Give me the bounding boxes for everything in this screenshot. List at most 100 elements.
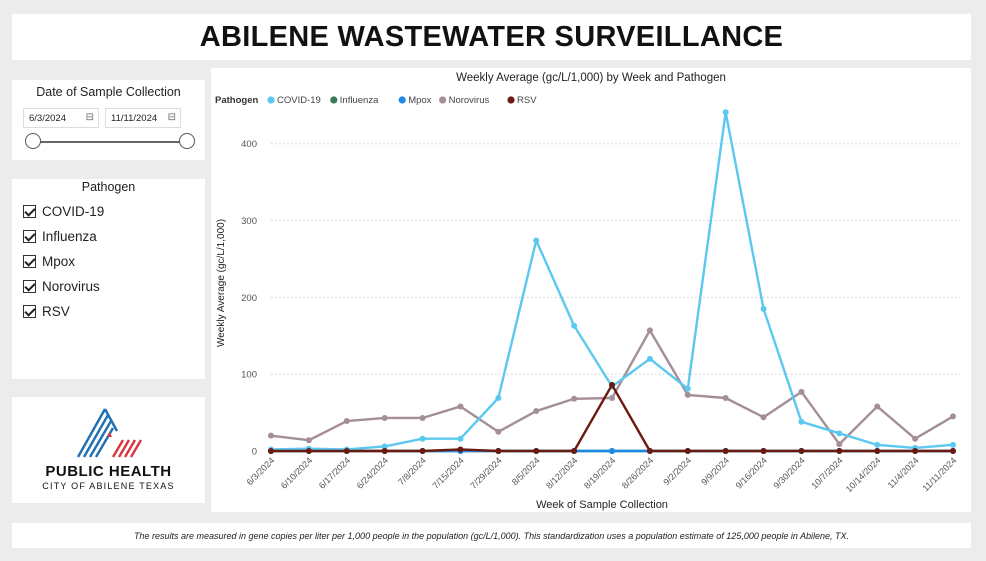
x-tick-label: 11/11/2024: [920, 455, 958, 493]
data-point[interactable]: [419, 414, 426, 421]
date-range-start-handle[interactable]: [25, 133, 41, 149]
data-point[interactable]: [571, 395, 578, 402]
data-point[interactable]: [722, 394, 729, 401]
data-point[interactable]: [950, 413, 956, 420]
date-range-end-handle[interactable]: [179, 133, 195, 149]
legend-entry[interactable]: Norovirus: [449, 95, 490, 106]
data-point[interactable]: [268, 432, 274, 439]
chart-legend: Pathogen COVID-19 Influenza Mpox Norovirus RS…: [215, 95, 537, 106]
x-tick-label: 9/9/2024: [699, 455, 731, 487]
data-point[interactable]: [419, 448, 426, 454]
data-point[interactable]: [533, 408, 540, 415]
data-point[interactable]: [684, 385, 691, 392]
data-point[interactable]: [609, 381, 615, 388]
data-point[interactable]: [836, 430, 843, 437]
data-point[interactable]: [760, 414, 767, 421]
pathogen-option-label: Norovirus: [42, 278, 100, 294]
data-point[interactable]: [343, 418, 350, 425]
x-tick-label: 6/17/2024: [317, 455, 352, 490]
data-point[interactable]: [912, 435, 919, 442]
data-point[interactable]: [381, 443, 388, 450]
pathogen-option-label: Mpox: [42, 253, 76, 269]
data-point[interactable]: [305, 437, 312, 444]
legend-swatch: [330, 96, 338, 104]
calendar-icon[interactable]: ⊟: [167, 112, 176, 123]
data-point[interactable]: [684, 448, 691, 454]
x-tick-label: 9/2/2024: [661, 455, 693, 487]
data-point[interactable]: [684, 391, 691, 398]
checkbox-checked-icon[interactable]: [23, 254, 36, 268]
x-tick-label: 8/26/2024: [620, 455, 655, 490]
legend-title: Pathogen: [215, 95, 258, 106]
data-point[interactable]: [533, 237, 540, 244]
data-point[interactable]: [381, 448, 388, 454]
data-point[interactable]: [874, 403, 881, 410]
data-point[interactable]: [609, 394, 615, 401]
x-tick-label: 6/24/2024: [355, 455, 390, 490]
data-point[interactable]: [760, 448, 767, 454]
legend-entry[interactable]: Influenza: [340, 95, 379, 106]
data-point[interactable]: [874, 448, 881, 454]
date-range-slider-track[interactable]: [38, 141, 188, 143]
data-point[interactable]: [305, 448, 312, 454]
pathogen-option-influenza[interactable]: Influenza: [23, 227, 97, 245]
data-point[interactable]: [343, 448, 350, 454]
data-point[interactable]: [798, 448, 805, 454]
x-tick-label: 6/3/2024: [245, 455, 277, 487]
data-point[interactable]: [646, 327, 653, 334]
data-point[interactable]: [571, 448, 578, 454]
data-point[interactable]: [912, 448, 919, 454]
checkbox-checked-icon[interactable]: [23, 229, 36, 243]
data-point[interactable]: [495, 448, 502, 454]
data-point[interactable]: [722, 109, 729, 116]
legend-entry[interactable]: Mpox: [408, 95, 431, 106]
data-point[interactable]: [646, 448, 653, 454]
data-point[interactable]: [457, 446, 464, 453]
data-point[interactable]: [722, 448, 729, 454]
logo-text-secondary: CITY OF ABILENE TEXAS: [42, 481, 175, 491]
pathogen-option-rsv[interactable]: RSV: [23, 302, 70, 320]
checkbox-checked-icon[interactable]: [23, 279, 36, 293]
data-point[interactable]: [760, 305, 767, 312]
data-point[interactable]: [798, 388, 805, 395]
data-point[interactable]: [836, 441, 843, 448]
data-point[interactable]: [646, 355, 653, 362]
data-point[interactable]: [457, 435, 464, 442]
checkbox-checked-icon[interactable]: [23, 204, 36, 218]
data-point[interactable]: [457, 403, 464, 410]
x-tick-label: 6/10/2024: [279, 455, 314, 490]
data-point[interactable]: [798, 418, 805, 425]
data-point[interactable]: [609, 448, 615, 454]
data-point[interactable]: [571, 322, 578, 329]
legend-entry[interactable]: COVID-19: [277, 95, 321, 106]
data-point[interactable]: [381, 414, 388, 421]
pathogen-option-norovirus[interactable]: Norovirus: [23, 277, 100, 295]
pathogen-option-mpox[interactable]: Mpox: [23, 252, 75, 270]
pathogen-option-covid[interactable]: COVID-19: [23, 202, 104, 220]
footer-text: The results are measured in gene copies …: [133, 530, 850, 541]
footer-note: The results are measured in gene copies …: [12, 523, 971, 548]
data-point[interactable]: [950, 441, 956, 448]
data-point[interactable]: [836, 448, 843, 454]
chart-series: [268, 109, 956, 454]
data-point[interactable]: [495, 394, 502, 401]
date-slicer: Date of Sample Collection 6/3/2024 ⊟ 11/…: [12, 80, 205, 160]
logo-text-primary: PUBLIC HEALTH: [45, 463, 172, 480]
end-date-input[interactable]: 11/11/2024 ⊟: [105, 108, 181, 128]
legend-entry[interactable]: RSV: [517, 95, 537, 106]
data-point[interactable]: [950, 448, 956, 454]
legend-swatch: [398, 96, 406, 104]
data-point[interactable]: [495, 428, 502, 435]
x-tick-label: 8/5/2024: [510, 455, 542, 487]
x-axis-label: Week of Sample Collection: [536, 499, 668, 511]
data-point[interactable]: [268, 448, 274, 454]
chart-gridlines: [271, 143, 963, 375]
data-point[interactable]: [874, 441, 881, 448]
start-date-input[interactable]: 6/3/2024 ⊟: [23, 108, 99, 128]
chart-title: Weekly Average (gc/L/1,000) by Week and …: [456, 72, 726, 84]
data-point[interactable]: [533, 448, 540, 454]
y-axis: 0 100 200 300 400: [241, 139, 257, 457]
data-point[interactable]: [419, 435, 426, 442]
checkbox-checked-icon[interactable]: [23, 304, 36, 318]
calendar-icon[interactable]: ⊟: [85, 112, 94, 123]
